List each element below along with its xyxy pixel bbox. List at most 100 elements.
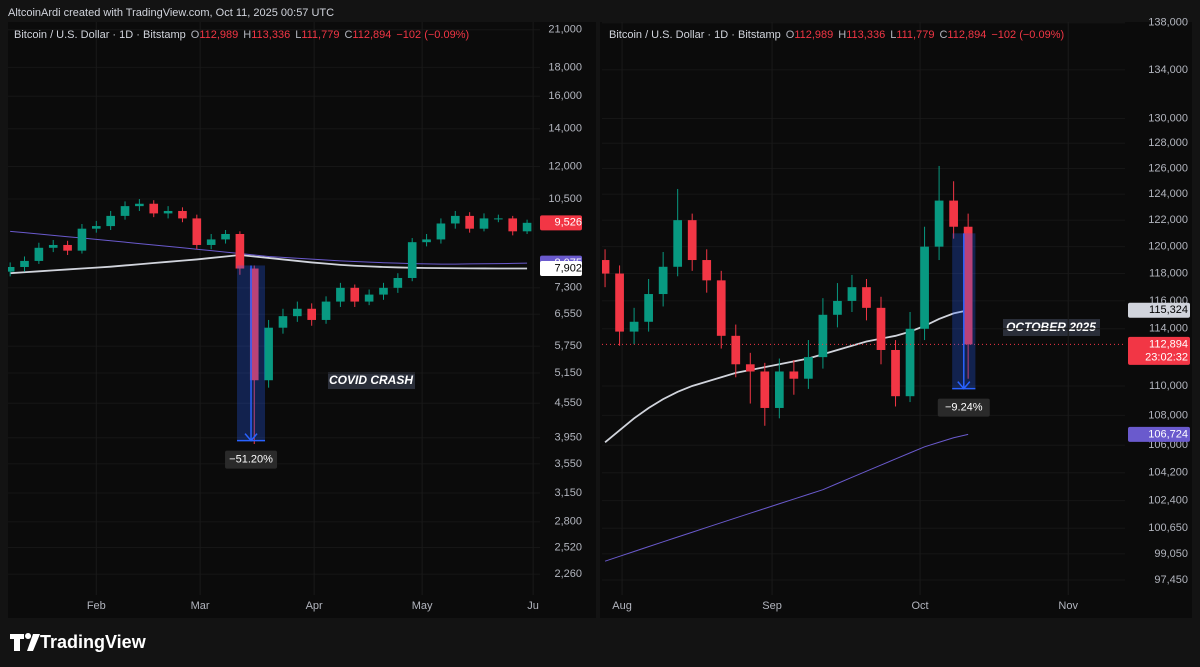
y-tick-label: 5,150 (554, 367, 582, 379)
candle-body (644, 294, 653, 322)
y-tick-label: 12,000 (548, 160, 582, 172)
candle-body (450, 215, 460, 224)
legend-item: Bitcoin / U.S. Dollar · 1D · Bitstamp (14, 29, 186, 41)
legend-item: Bitcoin / U.S. Dollar · 1D · Bitstamp (609, 29, 781, 41)
candle-body (494, 218, 503, 220)
candle-body (63, 244, 72, 251)
y-tick-label: 138,000 (1148, 17, 1188, 29)
candle-body (963, 226, 973, 345)
price-label-box (540, 215, 582, 231)
candle-body (465, 215, 474, 229)
price-label-box (1128, 336, 1190, 365)
legend: Bitcoin / U.S. Dollar · 1D · Bitstamp O11… (14, 29, 469, 41)
candle-body (350, 287, 360, 302)
candle-body (135, 203, 144, 207)
candle-body (249, 268, 259, 381)
candle-body (804, 357, 813, 379)
candle-body (106, 215, 115, 227)
footer: TradingView (40, 632, 147, 652)
candle-body (658, 266, 668, 295)
y-tick-label: 106,000 (1148, 439, 1188, 451)
x-tick-label: Feb (87, 600, 106, 612)
candle-body (293, 308, 302, 317)
candle-body (34, 247, 44, 261)
x-tick-label: Aug (612, 600, 632, 612)
y-tick-label: 6,550 (554, 308, 582, 320)
price-label: 9,526 (554, 217, 582, 229)
legend-item: 111,779 (896, 29, 934, 41)
legend-item: 113,336 (846, 29, 885, 41)
candle-body (522, 222, 532, 232)
y-tick-label: 104,200 (1148, 467, 1188, 479)
candle-body (615, 273, 624, 332)
y-tick-label: 120,000 (1148, 241, 1188, 253)
y-tick-label: 3,950 (554, 432, 582, 444)
x-tick-label: May (412, 600, 433, 612)
header: AltcoinArdi created with TradingView.com… (8, 7, 334, 19)
candle-body (847, 287, 857, 301)
y-tick-label: 3,150 (554, 487, 582, 499)
price-label: 112,894 (1149, 338, 1188, 350)
candle-body (479, 218, 489, 229)
y-tick-label: 4,550 (554, 397, 582, 409)
legend-item: L (890, 29, 896, 41)
legend-item: 113,336 (251, 29, 290, 41)
legend-item: −102 (−0.09%) (396, 29, 469, 41)
legend-item: L (295, 29, 301, 41)
candle-body (760, 371, 770, 408)
legend: Bitcoin / U.S. Dollar · 1D · Bitstamp O 11… (609, 29, 1064, 41)
y-tick-label: 118,000 (1149, 267, 1188, 279)
moving-average (10, 254, 528, 275)
candle-body (206, 239, 216, 245)
candle-body (77, 228, 87, 251)
moving-average (10, 230, 528, 265)
candle-body (192, 218, 202, 245)
candle-body (178, 210, 187, 219)
legend-item: C (939, 29, 947, 41)
candle-body (321, 301, 331, 320)
candle-body (307, 308, 316, 320)
price-label-box (1128, 426, 1190, 442)
candle-body (508, 218, 518, 232)
plot (602, 22, 1125, 595)
y-tick-label: 7,300 (554, 282, 582, 294)
annotation: OCTOBER 2025 (1006, 320, 1096, 334)
y-tick-label: 3,550 (554, 458, 582, 470)
legend-item: H (243, 29, 251, 41)
measure-label: −51.20% (229, 454, 273, 466)
legend-item: O (786, 29, 795, 41)
x-tick-label: Apr (306, 600, 323, 612)
candle-body (407, 242, 417, 278)
legend-item: −102 (−0.09%) (991, 29, 1064, 41)
y-tick-label: 18,000 (548, 61, 582, 73)
legend-item: 112,989 (199, 29, 238, 41)
measure-label: −9.24% (945, 402, 983, 414)
candle-body (379, 287, 388, 295)
price-label-box (540, 260, 582, 276)
plot (8, 22, 540, 595)
candle-body (422, 239, 431, 243)
candle-body (934, 200, 944, 247)
candle-body (920, 246, 929, 329)
y-tick-label: 2,800 (554, 516, 582, 528)
left-panel (8, 22, 596, 618)
price-timer: 23:02:32 (1145, 351, 1188, 363)
y-tick-label: 14,000 (548, 123, 582, 135)
x-tick-label: Ju (527, 600, 539, 612)
y-tick-label: 99,050 (1154, 548, 1188, 560)
y-tick-label: 126,000 (1148, 162, 1188, 174)
candle-body (436, 223, 446, 240)
candle-body (876, 307, 886, 350)
y-tick-label: 21,000 (548, 24, 582, 36)
y-tick-label: 108,000 (1148, 409, 1188, 421)
legend-item: 112,894 (947, 29, 986, 41)
candle-body (905, 328, 915, 397)
logo-mark (10, 633, 40, 651)
y-tick-label: 102,400 (1148, 495, 1188, 507)
y-tick-label: 5,750 (554, 340, 582, 352)
y-tick-label: 124,000 (1148, 188, 1188, 200)
candle-body (235, 233, 245, 269)
candle-body (833, 300, 842, 315)
y-tick-label: 128,000 (1148, 137, 1188, 149)
